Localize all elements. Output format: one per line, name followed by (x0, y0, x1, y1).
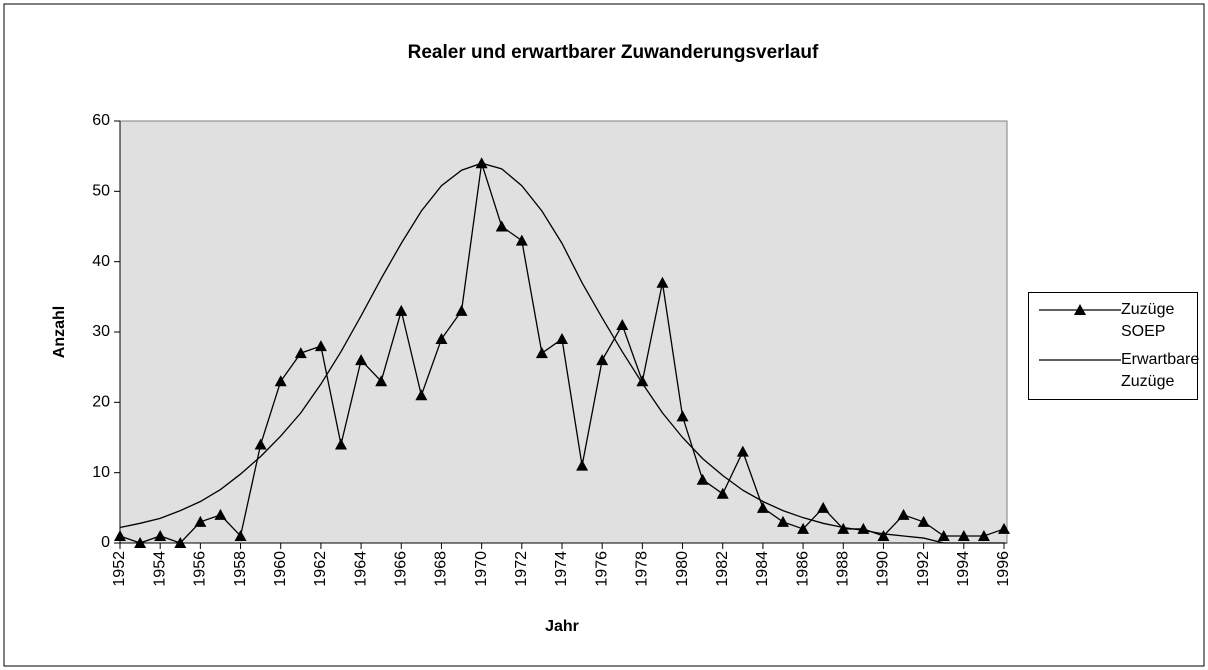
data-point (576, 459, 589, 471)
data-point (937, 529, 950, 541)
x-tick-label: 1972 (513, 551, 530, 587)
legend-swatch (1039, 359, 1121, 361)
data-point (335, 438, 347, 450)
x-tick-label: 1996 (995, 551, 1012, 587)
data-point (294, 347, 307, 359)
x-tick-label: 1970 (473, 551, 490, 587)
data-point (114, 529, 126, 541)
data-point (515, 234, 528, 246)
data-point (174, 537, 187, 548)
x-tick-label: 1960 (272, 551, 289, 587)
x-tick-label: 1952 (111, 551, 128, 587)
legend: Zuzüge SOEP Erwartbare Zuzüge (1028, 292, 1199, 400)
data-point (817, 501, 830, 513)
data-point (877, 529, 890, 541)
x-tick-label: 1956 (192, 551, 209, 587)
data-point (756, 501, 769, 513)
data-point (274, 375, 287, 387)
data-point (616, 318, 629, 330)
data-point (676, 410, 689, 422)
x-tick-label: 1984 (754, 551, 771, 587)
y-tick-label: 20 (92, 394, 110, 411)
data-point (455, 304, 468, 316)
x-tick-label: 1978 (634, 551, 651, 587)
data-point (435, 333, 448, 345)
data-point (395, 304, 408, 316)
data-point (154, 529, 167, 541)
x-tick-label: 1976 (593, 551, 610, 587)
legend-item: Erwartbare Zuzüge (1029, 349, 1199, 399)
legend-swatch (1039, 304, 1121, 315)
y-axis-label: Anzahl (51, 306, 68, 358)
legend-marker (1074, 304, 1086, 315)
x-tick-label: 1964 (352, 551, 369, 587)
x-tick-label: 1990 (875, 551, 892, 587)
x-tick-label: 1994 (955, 551, 972, 587)
y-tick-label: 0 (101, 534, 110, 551)
x-axis-label: Jahr (545, 618, 579, 635)
data-point (495, 220, 508, 232)
x-tick-label: 1980 (674, 551, 691, 587)
data-point (897, 508, 910, 520)
x-tick-label: 1988 (834, 551, 851, 587)
x-tick-label: 1986 (794, 551, 811, 587)
data-point (314, 340, 327, 352)
data-point (716, 487, 729, 499)
data-point (596, 354, 609, 366)
data-point (917, 515, 930, 527)
data-point (355, 354, 368, 366)
x-tick-label: 1954 (151, 551, 168, 587)
data-point (234, 529, 247, 541)
data-point (254, 438, 267, 450)
data-point (415, 389, 428, 401)
data-point (556, 333, 568, 345)
data-point (777, 515, 789, 527)
data-point (535, 347, 548, 359)
data-point (656, 276, 669, 288)
chart-title: Realer und erwartbarer Zuwanderungsverla… (408, 42, 819, 63)
data-point (214, 508, 227, 520)
data-point (134, 537, 147, 548)
legend-label: Erwartbare Zuzüge (1121, 351, 1200, 390)
x-tick-label: 1992 (915, 551, 932, 587)
data-point (636, 375, 649, 387)
y-tick-label: 30 (92, 323, 110, 340)
legend-label: Zuzüge SOEP (1121, 301, 1175, 340)
data-point (977, 529, 990, 541)
y-tick-label: 40 (92, 253, 110, 270)
data-point (797, 522, 810, 534)
x-tick-label: 1974 (553, 551, 570, 587)
data-point (375, 375, 388, 387)
data-point (736, 445, 749, 457)
data-point (998, 522, 1010, 534)
x-tick-label: 1968 (433, 551, 450, 587)
legend-item: Zuzüge SOEP (1029, 299, 1199, 349)
y-tick-label: 50 (92, 183, 110, 200)
x-tick-label: 1966 (392, 551, 409, 587)
plot-area (119, 120, 1008, 544)
series-line (119, 162, 1004, 544)
data-point (696, 473, 709, 485)
x-tick-label: 1958 (232, 551, 249, 587)
y-tick-label: 10 (92, 464, 110, 481)
x-tick-label: 1962 (312, 551, 329, 587)
data-point (194, 515, 207, 527)
data-point (957, 529, 970, 541)
y-tick-label: 60 (92, 112, 110, 129)
x-tick-label: 1982 (714, 551, 731, 587)
data-point (837, 522, 850, 534)
